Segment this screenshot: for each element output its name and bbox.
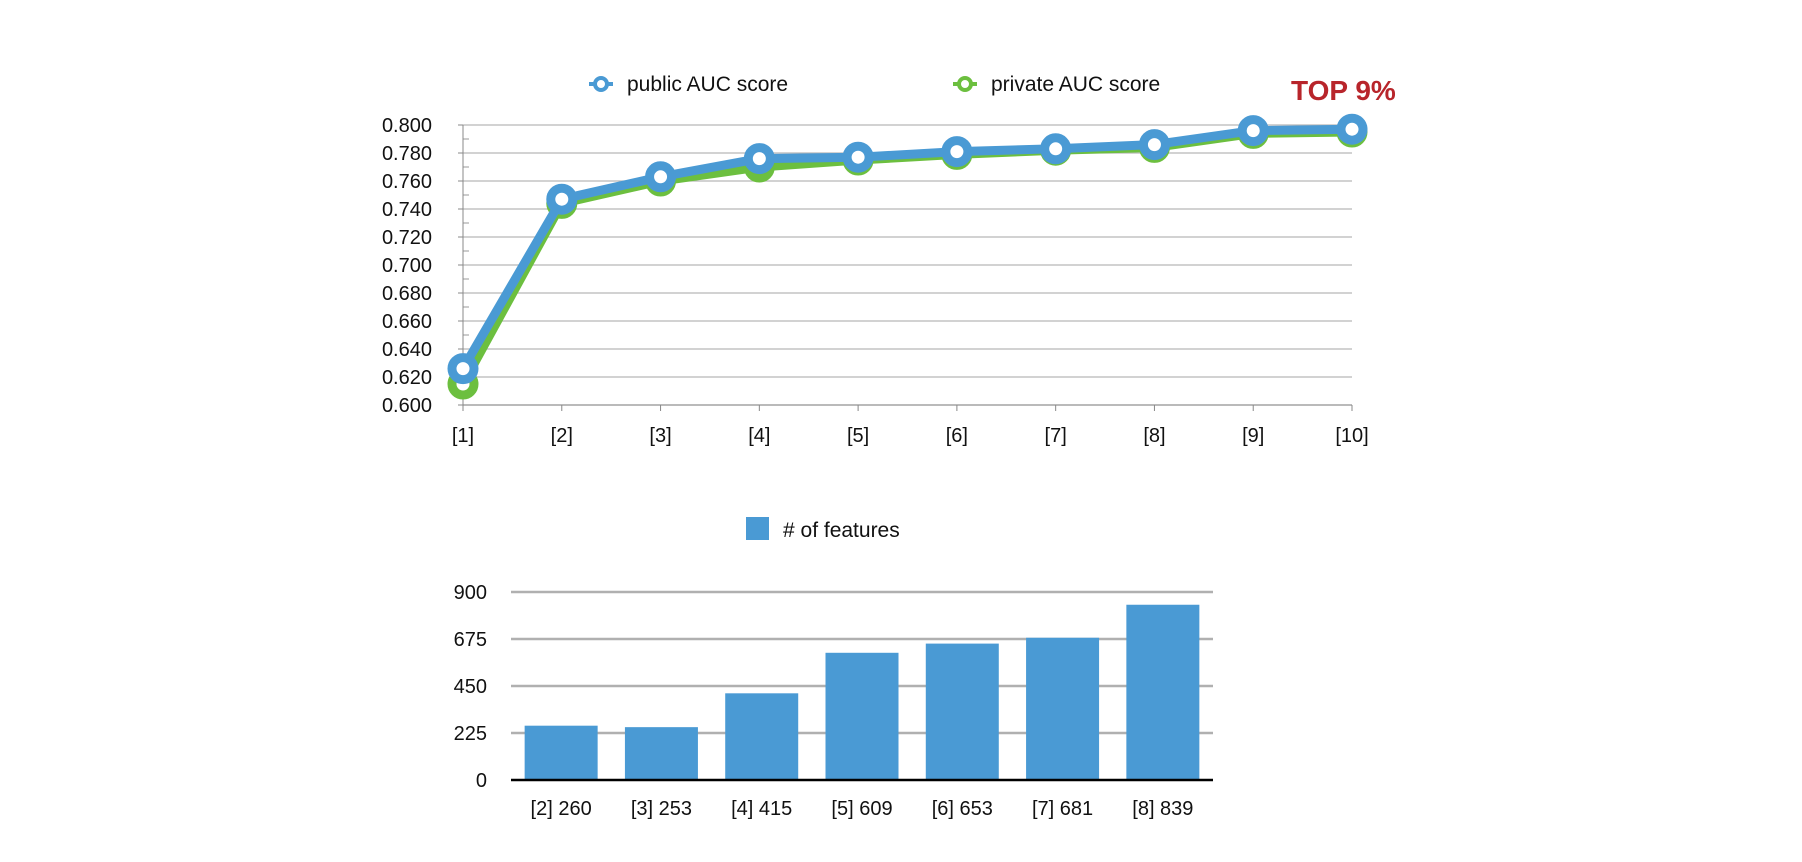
line-chart-x-tick-labels: [1] [2] [3] [4] [5] [6] [7] [8] [9] [10] [452, 405, 1369, 447]
bar-y-tick-label: 450 [454, 676, 487, 698]
bar-x-tick-label: [8] 839 [1132, 798, 1193, 820]
line-x-tick-label: [1] [452, 425, 474, 447]
line-y-tick-label: 0.660 [382, 311, 432, 333]
bar [624, 727, 698, 780]
bar [825, 652, 899, 780]
bar-x-tick-label: [3] 253 [631, 798, 692, 820]
bar-y-tick-label: 0 [476, 770, 487, 792]
bar [725, 693, 799, 780]
data-point [743, 143, 775, 175]
bar-chart-y-tick-labels: 900 675 450 225 0 [454, 582, 487, 792]
legend-label-features: # of features [783, 519, 900, 542]
line-x-tick-label: [8] [1143, 425, 1165, 447]
legend-item-public: public AUC score [589, 73, 788, 96]
line-x-tick-label: [9] [1242, 425, 1264, 447]
line-x-tick-label: [6] [946, 425, 968, 447]
bar-y-tick-label: 900 [454, 582, 487, 604]
bar [925, 643, 999, 780]
line-x-tick-label: [7] [1045, 425, 1067, 447]
line-x-tick-label: [4] [748, 425, 770, 447]
series-public [447, 113, 1368, 385]
bar-y-tick-label: 675 [454, 629, 487, 651]
data-point [1138, 129, 1170, 161]
legend-marker-private-icon [957, 76, 973, 92]
legend-label-private: private AUC score [991, 73, 1160, 96]
line-chart-y-tick-labels: 0.800 0.780 0.760 0.740 0.720 0.700 0.680 0.660… [382, 115, 432, 417]
line-x-tick-label: [5] [847, 425, 869, 447]
bar-x-tick-label: [6] 653 [932, 798, 993, 820]
line-y-tick-label: 0.720 [382, 227, 432, 249]
legend-swatch-features [746, 517, 769, 540]
data-point [1040, 133, 1072, 165]
bar-chart-legend: # of features [746, 517, 900, 542]
line-y-tick-label: 0.780 [382, 143, 432, 165]
line-y-tick-label: 0.760 [382, 171, 432, 193]
data-point [941, 136, 973, 168]
line-y-tick-label: 0.680 [382, 283, 432, 305]
line-y-tick-label: 0.600 [382, 395, 432, 417]
bar-y-tick-label: 225 [454, 723, 487, 745]
legend-label-public: public AUC score [627, 73, 788, 96]
bar-x-tick-label: [4] 415 [731, 798, 792, 820]
bar [1126, 604, 1200, 780]
data-point [447, 353, 479, 385]
series-line [459, 124, 1353, 371]
series-line [459, 127, 1353, 387]
bar-chart-x-tick-labels: [2] 260 [3] 253 [4] 415 [5] 609 [6] 653 [7] 6… [531, 798, 1194, 820]
line-y-tick-label: 0.700 [382, 255, 432, 277]
features-bar-chart: 900 675 450 225 0 [2] 260 [3] 253 [4] 415 [5] 6… [454, 517, 1213, 820]
data-point [645, 161, 677, 193]
data-point [1336, 113, 1368, 145]
data-point [1237, 115, 1269, 147]
line-y-tick-label: 0.800 [382, 115, 432, 137]
auc-line-chart: 0.800 0.780 0.760 0.740 0.720 0.700 0.680 0.660… [382, 73, 1396, 447]
legend-marker-public-icon [593, 76, 609, 92]
line-x-tick-label: [2] [551, 425, 573, 447]
top-percent-annotation: TOP 9% [1291, 75, 1396, 106]
line-y-tick-label: 0.640 [382, 339, 432, 361]
line-x-tick-label: [10] [1335, 425, 1368, 447]
data-point [546, 183, 578, 215]
bar-x-tick-label: [7] 681 [1032, 798, 1093, 820]
line-y-tick-label: 0.740 [382, 199, 432, 221]
bar-chart-bars [524, 604, 1200, 780]
line-y-tick-label: 0.620 [382, 367, 432, 389]
series-private [447, 116, 1368, 400]
data-point [842, 141, 874, 173]
line-chart-legend: public AUC score private AUC score [589, 73, 1160, 96]
line-chart-series [447, 113, 1368, 400]
line-chart-gridlines [458, 124, 1352, 406]
bar-x-tick-label: [5] 609 [831, 798, 892, 820]
bar [1026, 637, 1100, 780]
line-x-tick-label: [3] [649, 425, 671, 447]
bar [524, 725, 598, 780]
bar-x-tick-label: [2] 260 [531, 798, 592, 820]
legend-item-private: private AUC score [953, 73, 1160, 96]
